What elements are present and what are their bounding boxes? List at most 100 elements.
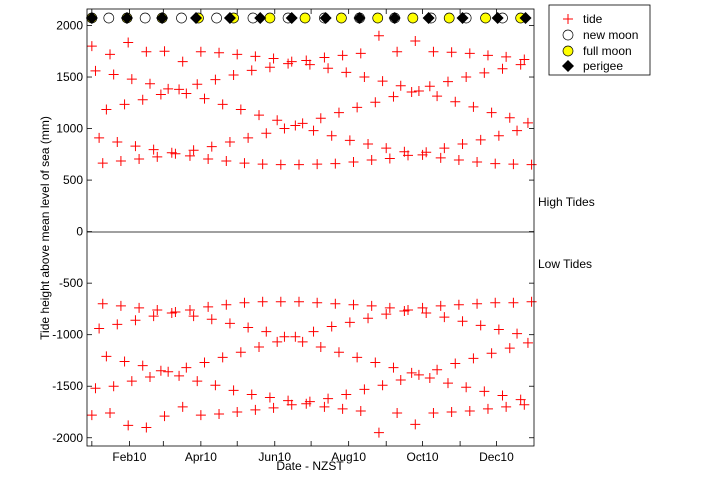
low-tide-point <box>195 410 206 421</box>
low-tide-point <box>464 405 475 416</box>
high-tide-point <box>482 50 493 61</box>
low-tide-point <box>293 296 304 307</box>
low-tide-point <box>522 337 533 348</box>
low-tide-point <box>304 396 315 407</box>
low-tide-point <box>457 316 468 327</box>
low-tide-point <box>86 410 97 421</box>
low-tide-point <box>115 300 126 311</box>
legend-tide-marker <box>563 14 573 24</box>
y-tick-label: -1000 <box>52 328 83 342</box>
new-moon-marker <box>211 12 222 24</box>
high-tide-point <box>319 52 330 63</box>
low-tide-point <box>214 409 225 420</box>
high-tide-point <box>155 89 166 100</box>
high-tide-point <box>381 143 392 154</box>
low-tide-point <box>439 312 450 323</box>
high-tide-point <box>344 135 355 146</box>
low-tide-point <box>254 342 265 353</box>
high-tide-point <box>170 148 181 159</box>
high-tide-point <box>519 54 530 65</box>
full-moon-marker <box>443 12 455 24</box>
low-tide-point <box>482 403 493 414</box>
low-tide-point <box>184 304 195 315</box>
low-tide-point <box>155 365 166 376</box>
high-tide-point <box>199 93 210 104</box>
high-tide-point <box>522 117 533 128</box>
low-tide-point <box>221 299 232 310</box>
low-tide-point <box>508 297 519 308</box>
high-tide-point <box>221 156 232 167</box>
low-tide-point <box>468 353 479 364</box>
high-tide-point <box>370 97 381 108</box>
tide-points <box>86 30 537 438</box>
high-tide-point <box>86 41 97 52</box>
low-tide-point <box>395 375 406 386</box>
high-tide-point <box>504 112 515 123</box>
high-tide-point <box>177 56 188 67</box>
low-tide-point <box>377 380 388 391</box>
legend-perigee-marker <box>562 60 574 72</box>
high-tide-point <box>486 107 497 118</box>
low-tide-point <box>497 390 508 401</box>
low-tide-point <box>279 331 290 342</box>
low-tide-point <box>526 296 537 307</box>
high-tide-point <box>377 76 388 87</box>
low-tide-point <box>174 370 185 381</box>
low-tide-point <box>250 404 261 415</box>
low-tide-point <box>406 367 417 378</box>
new-moon-marker <box>176 12 187 24</box>
high-tide-point <box>94 132 105 143</box>
high-tide-point <box>228 69 239 80</box>
low-tide-point <box>228 385 239 396</box>
low-tide-point <box>232 406 243 417</box>
low-tide-point <box>413 369 424 380</box>
y-tick-label: 1500 <box>56 70 83 84</box>
high-tide-point <box>308 125 319 136</box>
low-tide-point <box>501 401 512 412</box>
low-tide-point <box>424 372 435 383</box>
high-tide-point <box>432 91 443 102</box>
y-tick-label: 2000 <box>56 18 83 32</box>
high-tide-point <box>464 48 475 59</box>
low-tide-point <box>486 348 497 359</box>
high-tide-point <box>195 46 206 57</box>
low-tide-point <box>504 343 515 354</box>
high-tide-point <box>388 91 399 102</box>
new-moon-marker <box>103 12 115 24</box>
high-tide-point <box>297 118 308 129</box>
high-tide-point <box>442 76 453 87</box>
perigee-marker <box>388 12 401 24</box>
low-tide-point <box>163 366 174 377</box>
low-tide-point <box>130 315 141 326</box>
high-tide-point <box>105 49 116 60</box>
low-tide-point <box>319 401 330 412</box>
high-tide-point <box>413 85 424 96</box>
low-tide-point <box>137 360 148 371</box>
low-tide-point <box>490 297 501 308</box>
high-tide-point <box>257 159 268 170</box>
high-tide-point <box>330 158 341 169</box>
low-tide-point <box>312 297 323 308</box>
high-tide-point <box>472 157 483 168</box>
high-tide-point <box>363 139 374 150</box>
low-tide-point <box>246 389 257 400</box>
high-tide-point <box>403 150 414 161</box>
high-tide-point <box>275 159 286 170</box>
low-tide-point <box>243 322 254 333</box>
y-tick-label: -2000 <box>52 431 83 445</box>
new-moon-marker <box>139 12 151 24</box>
low-tide-point <box>515 394 526 405</box>
high-tide-point <box>184 150 195 161</box>
low-tide-point <box>366 300 377 311</box>
legend-tide-label: tide <box>583 12 603 26</box>
high-tide-point <box>243 132 254 143</box>
high-tide-point <box>224 136 235 147</box>
x-tick-label: Feb10 <box>112 450 146 464</box>
high-tide-point <box>406 86 417 97</box>
full-moon-marker <box>336 12 347 24</box>
low-tide-point <box>290 331 301 342</box>
high-tide-point <box>112 136 123 147</box>
high-tide-point <box>152 151 163 162</box>
low-tide-point <box>148 311 159 322</box>
moon-perigee-markers <box>85 12 532 24</box>
